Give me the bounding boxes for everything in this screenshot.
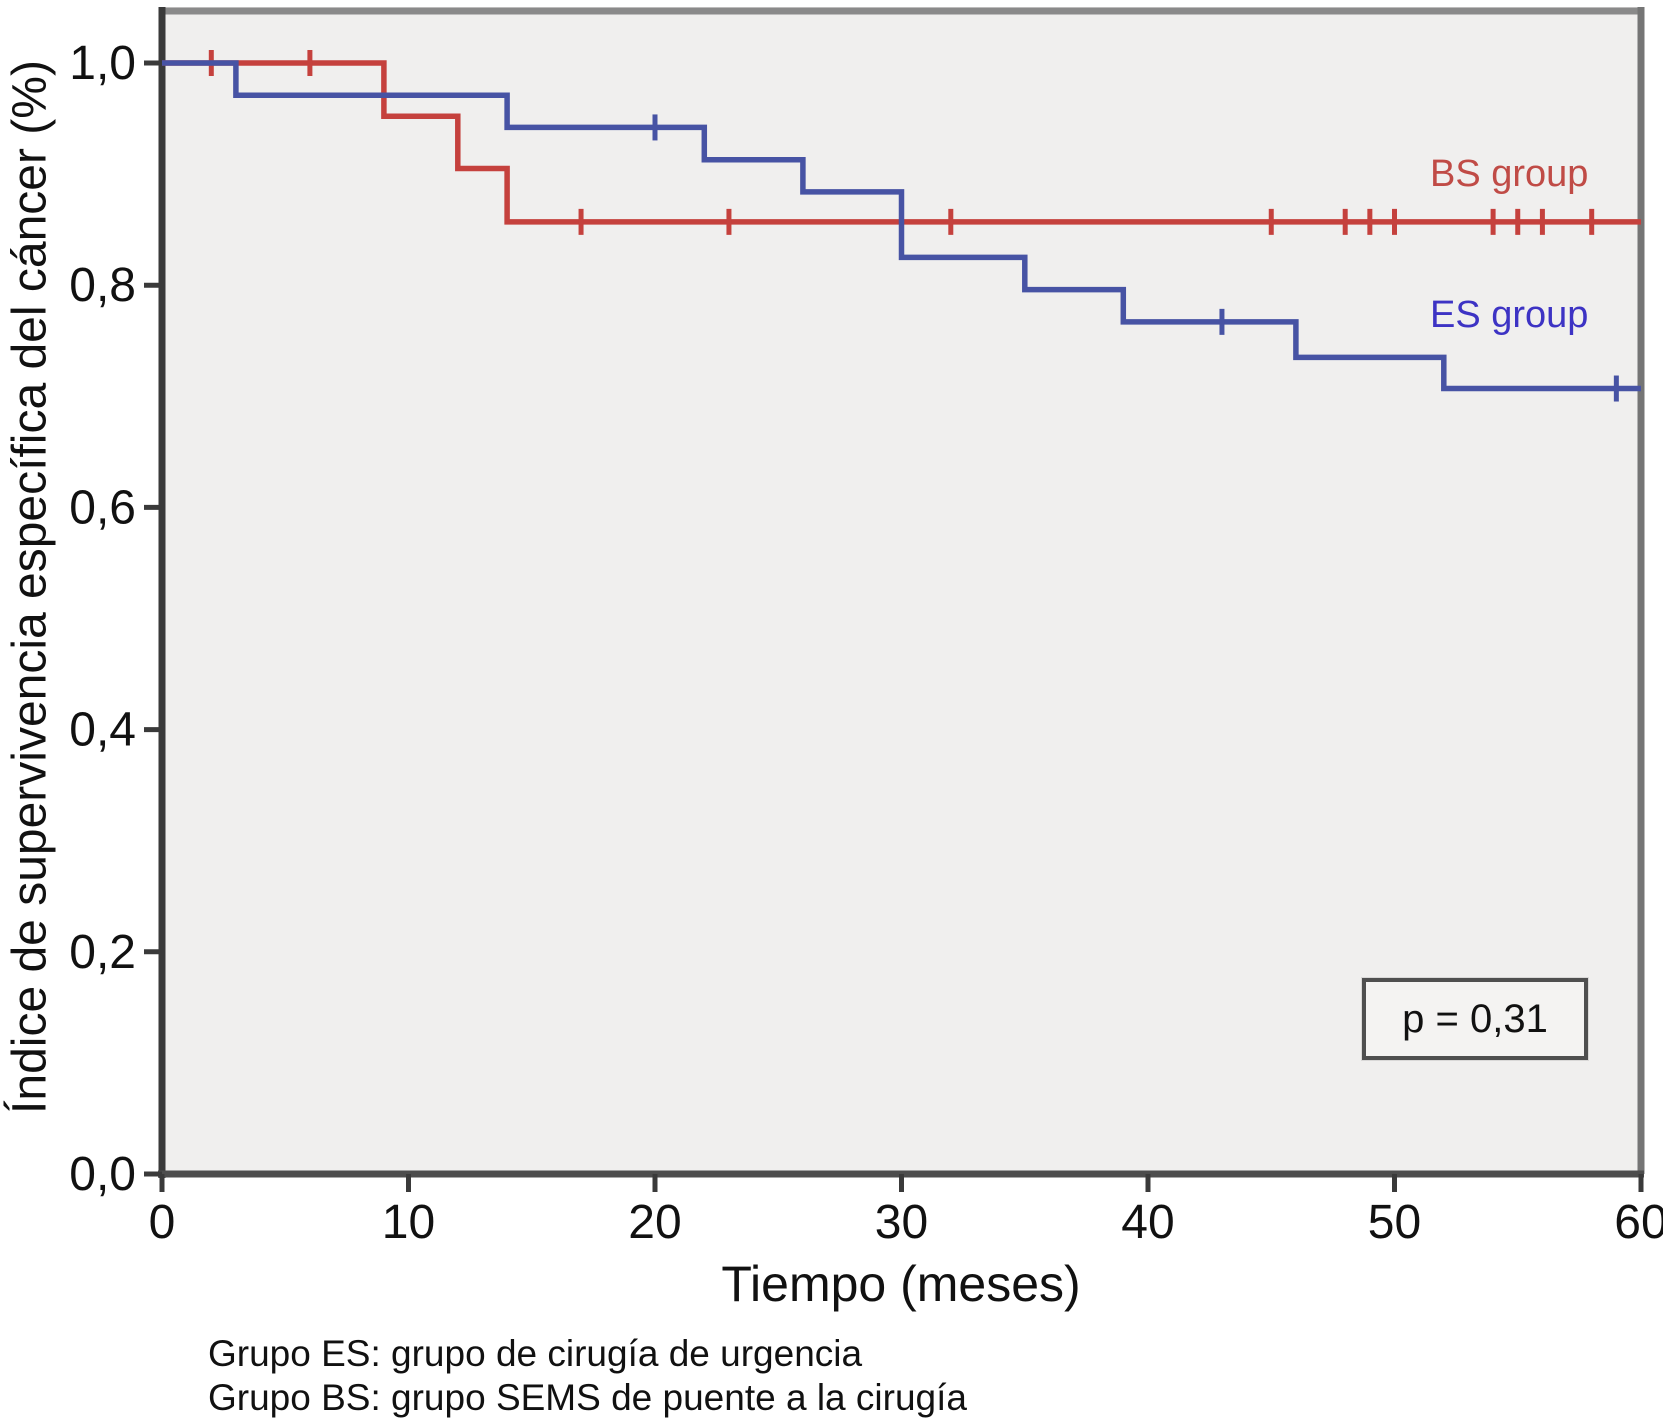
y-tick-label: 0,4	[69, 704, 136, 757]
p-value-text: p = 0,31	[1402, 996, 1548, 1041]
x-tick-label: 20	[628, 1196, 681, 1249]
y-tick-label: 0,2	[69, 926, 136, 979]
y-axis-title: Índice de supervivencia específica del c…	[3, 60, 57, 1114]
y-tick-label: 0,8	[69, 259, 136, 312]
figure-footnotes: Grupo ES: grupo de cirugía de urgencia G…	[208, 1332, 967, 1418]
x-tick-label: 0	[149, 1196, 176, 1249]
x-tick-label: 40	[1121, 1196, 1174, 1249]
x-tick-label: 60	[1614, 1196, 1663, 1249]
es-group-curve-label: ES group	[1430, 294, 1589, 336]
x-axis-title: Tiempo (meses)	[721, 1256, 1081, 1312]
footnote-es: Grupo ES: grupo de cirugía de urgencia	[208, 1333, 863, 1374]
bs-group-curve-label: BS group	[1430, 153, 1589, 195]
y-tick-label: 0,6	[69, 481, 136, 534]
x-tick-label: 50	[1368, 1196, 1421, 1249]
footnote-bs: Grupo BS: grupo SEMS de puente a la ciru…	[208, 1377, 967, 1418]
y-tick-label: 0,0	[69, 1148, 136, 1201]
bs-survival-curve	[162, 60, 1641, 225]
x-tick-label: 10	[382, 1196, 435, 1249]
p-value-box: p = 0,31	[1362, 978, 1588, 1060]
x-tick-label: 30	[875, 1196, 928, 1249]
es-survival-curve	[162, 60, 1641, 392]
y-tick-label: 1,0	[69, 37, 136, 90]
